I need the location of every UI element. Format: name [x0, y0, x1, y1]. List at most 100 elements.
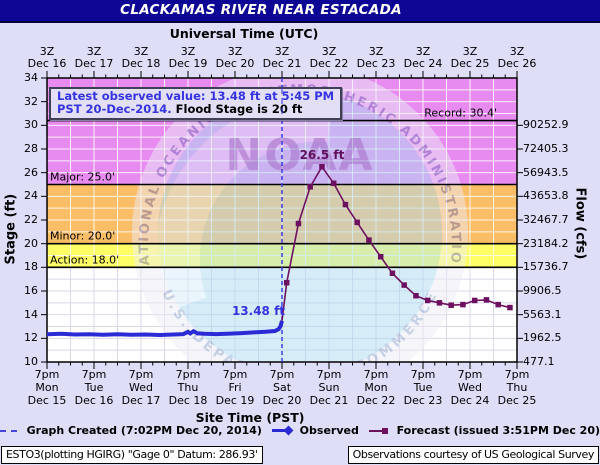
forecast-point	[342, 201, 349, 208]
pst-day-label: Wed	[458, 381, 482, 394]
utc-date-label: Dec 20	[215, 57, 255, 70]
flow-tick-label: 1962.5	[523, 331, 562, 345]
chart-labels: Record: 30.4' Major: 25.0' Minor: 20.0' Act…	[50, 107, 497, 318]
forecast-point	[389, 270, 396, 276]
observations-credit-box: Observations courtesy of US Geological S…	[347, 446, 599, 464]
utc-hour-label: 3Z	[227, 45, 243, 58]
pst-hour-label: 7pm	[269, 368, 295, 381]
annotation-13.48-ft: 13.48 ft	[232, 304, 285, 318]
chart-legend: Graph Created (7:02PM Dec 20, 2014) Obse…	[0, 424, 600, 437]
observed-line	[47, 320, 284, 338]
data-series	[47, 164, 513, 338]
stage-tick-label: 10	[24, 355, 38, 368]
utc-hour-label: 3Z	[415, 45, 431, 58]
utc-date-label: Dec 22	[309, 57, 349, 70]
utc-hour-label: 3Z	[180, 45, 196, 58]
flow-tick-label: 43653.8	[523, 189, 569, 203]
title-bar: CLACKAMAS RIVER NEAR ESTACADA	[0, 0, 600, 23]
flow-tick-label: 90252.9	[523, 118, 569, 132]
utc-hour-label: 3Z	[462, 45, 478, 58]
pst-hour-label: 7pm	[222, 368, 248, 381]
utc-hour-label: 3Z	[274, 45, 290, 58]
annotation-26.5-ft: 26.5 ft	[300, 148, 345, 162]
noaa-text: NOAA	[225, 130, 374, 181]
flow-tick-label: 72405.3	[523, 142, 569, 155]
forecast-point	[295, 220, 302, 227]
stage-tick-label: 28	[24, 142, 38, 155]
flood-stage-note: Flood Stage is 20 ft	[175, 102, 303, 116]
flow-tick-label: 5563.1	[523, 307, 562, 321]
noaa-emblem-circle	[158, 91, 442, 362]
stage-tick-label: 12	[24, 331, 38, 345]
utc-hour-label: 3Z	[509, 45, 525, 58]
pst-hour-label: 7pm	[504, 368, 530, 381]
pst-day-label: Tue	[84, 381, 104, 394]
stage-tick-label: 18	[24, 260, 38, 274]
pst-hour-label: 7pm	[175, 368, 201, 381]
pst-day-label: Sun	[318, 381, 340, 394]
observed-line-swatch	[271, 425, 294, 436]
pst-hour-label: 7pm	[457, 368, 483, 381]
flow-tick-label: 23184.2	[523, 236, 569, 250]
utc-hour-label: 3Z	[133, 45, 149, 58]
pst-date-label: Dec 19	[215, 394, 255, 407]
stage-tick-label: 20	[24, 236, 38, 250]
utc-date-label: Dec 23	[356, 57, 396, 70]
forecast-point	[307, 184, 313, 190]
forecast-point	[413, 292, 419, 299]
major-label: Major: 25.0'	[50, 171, 115, 184]
pst-date-label: Dec 18	[168, 394, 208, 407]
stage-tick-label: 34	[24, 71, 38, 84]
pst-axis-title: Site Time (PST)	[195, 410, 305, 425]
utc-date-label: Dec 18	[121, 57, 161, 70]
pst-hour-label: 7pm	[81, 368, 107, 381]
pst-day-label: Thu	[506, 381, 528, 394]
station-info-box: ESTO3(plotting HGIRG) "Gage 0" Datum: 28…	[1, 446, 263, 464]
latest-observed-line2: PST 20-Dec-2014.	[57, 102, 172, 116]
utc-hour-label: 3Z	[86, 45, 102, 58]
pst-date-label: Dec 23	[403, 394, 443, 407]
forecast-point	[366, 237, 372, 243]
forecast-point	[436, 300, 443, 306]
utc-date-label: Dec 19	[168, 57, 208, 70]
utc-date-label: Dec 21	[262, 57, 302, 70]
forecast-point	[495, 301, 501, 308]
pst-day-label: Mon	[35, 381, 59, 394]
utc-hour-label: 3Z	[368, 45, 384, 58]
forecast-line-swatch	[368, 427, 388, 434]
record-label: Record: 30.4'	[424, 107, 497, 120]
minor-label: Minor: 20.0'	[50, 230, 115, 243]
flow-tick-label: 56943.5	[523, 165, 569, 179]
latest-observed-line1: Latest observed value: 13.48 ft at 5:45 …	[57, 89, 335, 103]
graph-created-line-swatch	[0, 429, 17, 432]
page-title: CLACKAMAS RIVER NEAR ESTACADA	[120, 2, 402, 18]
pst-date-label: Dec 17	[121, 394, 161, 407]
utc-date-label: Dec 16	[27, 57, 67, 70]
pst-day-label: Mon	[364, 381, 388, 394]
flow-tick-label: 9906.5	[523, 284, 562, 297]
legend-observed: Observed	[299, 424, 359, 437]
pst-hour-label: 7pm	[316, 368, 342, 381]
legend-forecast: Forecast (issued 3:51PM Dec 20)	[396, 424, 600, 437]
forecast-point	[319, 164, 325, 170]
action-label: Action: 18.0'	[50, 253, 119, 266]
stage-tick-label: 30	[24, 118, 38, 132]
pst-hour-label: 7pm	[128, 368, 154, 381]
stage-tick-label: 16	[24, 284, 38, 297]
pst-date-label: Dec 24	[450, 394, 490, 407]
utc-axis-title: Universal Time (UTC)	[169, 26, 319, 41]
pst-date-label: Dec 25	[497, 394, 537, 407]
flow-tick-label: 15736.7	[523, 260, 569, 274]
noaa-swoosh	[158, 96, 333, 313]
forecast-point	[483, 297, 490, 303]
forecast-point	[354, 219, 360, 226]
stage-tick-label: 24	[24, 189, 38, 203]
forecast-point	[377, 253, 384, 260]
utc-date-label: Dec 17	[74, 57, 114, 70]
pst-date-label: Dec 15	[27, 394, 67, 407]
utc-date-label: Dec 24	[403, 57, 443, 70]
flow-tick-label: 477.1	[523, 355, 555, 368]
legend-graph-created: Graph Created (7:02PM Dec 20, 2014)	[26, 424, 262, 437]
pst-day-label: Tue	[413, 381, 433, 394]
